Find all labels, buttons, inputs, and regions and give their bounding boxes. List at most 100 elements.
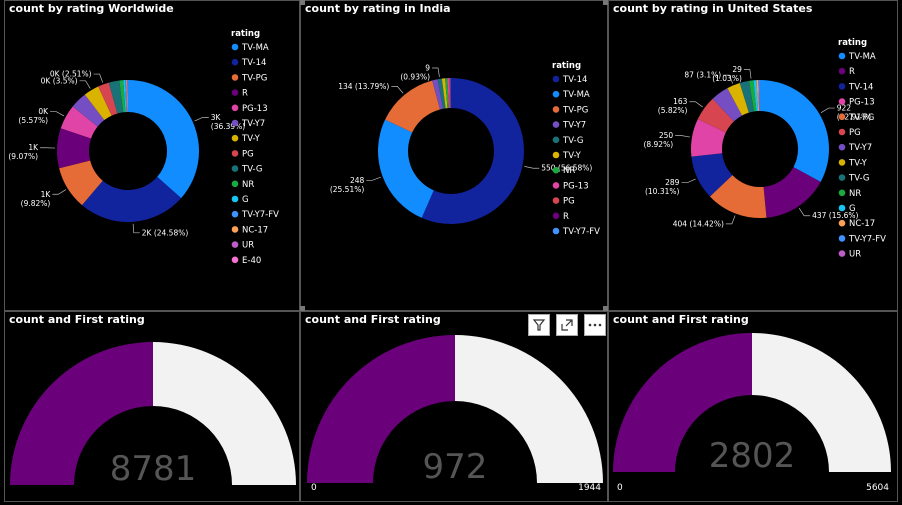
gauge-panel-3[interactable]: count and First rating 2802 0 5604	[608, 311, 898, 502]
slice-tv-14[interactable]	[691, 153, 733, 197]
gauge-panel-2[interactable]: count and First rating 972 0 1944	[300, 311, 608, 502]
legend-marker-tv-14[interactable]	[838, 83, 846, 90]
slice-tv-14[interactable]	[421, 78, 524, 225]
legend-item-nc-17[interactable]: NC-17	[242, 225, 268, 235]
legend-marker-tv-y7-fv[interactable]	[231, 210, 239, 218]
legend-item-tv-y[interactable]: TV-Y	[241, 134, 261, 144]
legend-item-pg-13[interactable]: PG-13	[563, 181, 589, 191]
gauge-track[interactable]	[752, 333, 891, 472]
legend-item-tv-y7[interactable]: TV-Y7	[241, 119, 265, 129]
slice-tv-g[interactable]	[739, 80, 754, 113]
gauge-chart-2[interactable]: 972 0 1944	[301, 312, 607, 501]
legend-marker-tv-y7[interactable]	[838, 143, 846, 151]
resize-handle[interactable]	[300, 0, 305, 5]
legend-marker-pg-13[interactable]	[552, 182, 560, 189]
legend-item-tv-y7[interactable]: TV-Y7	[562, 121, 586, 131]
legend-item-nr[interactable]: NR	[242, 180, 254, 190]
legend-item-tv-ma[interactable]: TV-MA	[562, 90, 590, 100]
legend-marker-g[interactable]	[838, 204, 846, 212]
legend-item-tv-y[interactable]: TV-Y	[848, 158, 868, 168]
slice-tv-y[interactable]	[84, 86, 112, 121]
legend-marker-nc-17[interactable]	[231, 226, 239, 233]
legend-marker-r[interactable]	[838, 67, 846, 75]
slice-tv-ma[interactable]	[378, 119, 434, 218]
legend-marker-tv-pg[interactable]	[231, 74, 239, 81]
slice-pg-13[interactable]	[691, 119, 726, 157]
resize-handle[interactable]	[300, 306, 305, 311]
legend-marker-tv-g[interactable]	[838, 174, 846, 181]
legend-marker-tv-g[interactable]	[231, 165, 239, 172]
legend-item-pg-13[interactable]: PG-13	[242, 104, 268, 114]
legend-item-ur[interactable]: UR	[242, 241, 254, 251]
filter-icon[interactable]	[528, 314, 550, 336]
resize-handle[interactable]	[603, 0, 608, 5]
legend-marker-r[interactable]	[552, 212, 560, 220]
legend-marker-ur[interactable]	[838, 250, 846, 257]
slice-tv-pg[interactable]	[709, 175, 767, 218]
legend-marker-pg[interactable]	[838, 128, 846, 136]
legend-item-tv-y7-fv[interactable]: TV-Y7-FV	[241, 210, 279, 220]
legend-item-tv-ma[interactable]: TV-MA	[848, 52, 876, 62]
legend-marker-pg[interactable]	[552, 197, 560, 204]
legend-item-tv-g[interactable]: TV-G	[848, 174, 869, 184]
slice-r[interactable]	[763, 167, 821, 218]
slice-tv-y[interactable]	[727, 83, 749, 116]
gauge-fill[interactable]	[10, 342, 153, 485]
slice-ur[interactable]	[127, 80, 128, 113]
legend-marker-nr[interactable]	[231, 180, 239, 188]
slice-tv-y[interactable]	[441, 78, 448, 109]
donut-panel-india[interactable]: count by rating in India 550 (56.58%) 248…	[300, 0, 608, 311]
legend-item-tv-y7-fv[interactable]: TV-Y7-FV	[848, 234, 886, 244]
legend-item-pg-13[interactable]: PG-13	[849, 98, 875, 108]
gauge-chart-1[interactable]: 8781	[5, 312, 299, 501]
legend-marker-tv-y7-fv[interactable]	[838, 235, 846, 242]
slice-tv-y7[interactable]	[432, 79, 444, 110]
legend-marker-tv-y[interactable]	[231, 134, 239, 142]
slice-nr[interactable]	[749, 80, 757, 112]
legend-marker-tv-g[interactable]	[552, 136, 560, 144]
donut-chart-india[interactable]: 550 (56.58%) 248(25.51%) 134 (13.79%) 9(0.9…	[301, 1, 607, 310]
legend-item-e-40[interactable]: E-40	[242, 256, 261, 266]
legend-marker-tv-y7[interactable]	[552, 121, 560, 128]
more-options-icon[interactable]	[584, 314, 606, 336]
legend-marker-e-40[interactable]	[231, 256, 239, 264]
slice-nc-17[interactable]	[756, 80, 760, 112]
gauge-chart-3[interactable]: 2802 0 5604	[609, 312, 897, 501]
legend-marker-tv-y[interactable]	[838, 159, 846, 166]
legend-item-nc-17[interactable]: NC-17	[849, 219, 875, 229]
slice-tv-g[interactable]	[108, 80, 124, 114]
slice-nc-17[interactable]	[126, 80, 128, 113]
legend-item-g[interactable]: G	[849, 204, 856, 214]
slice-g[interactable]	[123, 80, 127, 113]
legend-item-tv-14[interactable]: TV-14	[562, 75, 587, 85]
gauge-track[interactable]	[455, 335, 603, 483]
slice-tv-pg[interactable]	[385, 80, 440, 133]
gauge-fill[interactable]	[307, 335, 455, 483]
legend-item-r[interactable]: R	[849, 67, 855, 77]
slice-r[interactable]	[56, 128, 92, 169]
legend-item-tv-g[interactable]: TV-G	[562, 136, 583, 146]
legend-item-tv-g[interactable]: TV-G	[241, 165, 262, 175]
legend-item-tv-14[interactable]: TV-14	[241, 58, 266, 68]
legend-marker-tv-pg[interactable]	[838, 113, 846, 121]
donut-panel-united-states[interactable]: count by rating in United States 922 (32.…	[608, 0, 898, 311]
legend-item-ur[interactable]: UR	[849, 250, 861, 260]
legend-item-tv-ma[interactable]: TV-MA	[241, 43, 269, 53]
legend-marker-tv-pg[interactable]	[552, 106, 560, 113]
legend-item-r[interactable]: R	[563, 212, 569, 222]
slice-tv-y7-fv[interactable]	[758, 80, 760, 112]
legend-marker-tv-ma[interactable]	[838, 52, 846, 60]
donut-chart-worldwide[interactable]: 3K(36.39%)2K (24.58%)1K(9.82%)1K(9.07%)0…	[5, 1, 299, 310]
slice-tv-y7[interactable]	[712, 88, 743, 122]
legend-marker-nc-17[interactable]	[838, 219, 846, 227]
slice-g[interactable]	[753, 80, 759, 112]
slice-nr[interactable]	[119, 80, 126, 113]
slice-pg-13[interactable]	[447, 78, 450, 109]
donut-chart-united-states[interactable]: 922(32.91%) 437 (15.6%) 404 (14.42%) 289(10…	[609, 1, 897, 310]
legend-marker-tv-y[interactable]	[552, 151, 560, 159]
legend-item-pg[interactable]: PG	[563, 197, 575, 207]
resize-handle[interactable]	[603, 306, 608, 311]
gauge-panel-1[interactable]: count and First rating 8781	[4, 311, 300, 502]
legend-item-tv-pg[interactable]: TV-PG	[848, 113, 874, 123]
legend-marker-pg[interactable]	[231, 150, 239, 157]
